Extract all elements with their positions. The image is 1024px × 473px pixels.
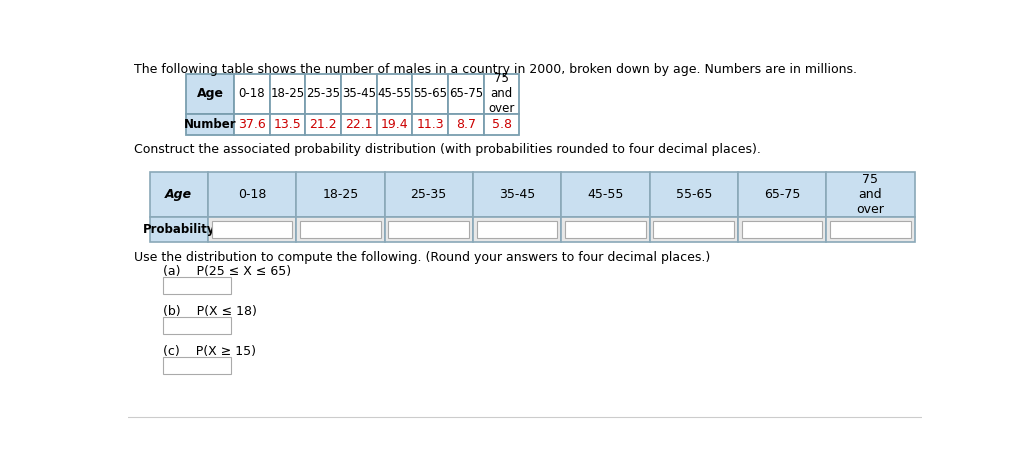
Text: 11.3: 11.3 — [417, 118, 444, 131]
Bar — [449, 74, 483, 114]
Bar — [150, 217, 208, 242]
Bar — [565, 221, 646, 238]
Bar — [150, 172, 208, 217]
Text: 21.2: 21.2 — [309, 118, 337, 131]
Bar — [738, 172, 826, 217]
Text: 25-35: 25-35 — [411, 188, 446, 201]
Bar — [826, 172, 914, 217]
Text: 35-45: 35-45 — [342, 87, 376, 100]
Bar — [473, 172, 561, 217]
Bar — [186, 74, 234, 114]
Bar — [649, 172, 738, 217]
Text: Use the distribution to compute the following. (Round your answers to four decim: Use the distribution to compute the foll… — [134, 251, 711, 264]
Text: 22.1: 22.1 — [345, 118, 373, 131]
Text: (b)    P(X ≤ 18): (b) P(X ≤ 18) — [163, 305, 257, 318]
Text: 75
and
over: 75 and over — [488, 72, 515, 115]
Bar — [377, 114, 413, 135]
Text: 65-75: 65-75 — [449, 87, 483, 100]
Bar — [388, 221, 469, 238]
Bar — [377, 74, 413, 114]
Bar — [212, 221, 292, 238]
Text: Number: Number — [184, 118, 237, 131]
Text: 55-65: 55-65 — [414, 87, 447, 100]
Bar — [163, 277, 231, 294]
Text: Age: Age — [197, 87, 223, 100]
Text: 65-75: 65-75 — [764, 188, 801, 201]
Bar — [186, 114, 234, 135]
Bar — [561, 217, 649, 242]
Bar — [385, 172, 473, 217]
Bar — [234, 114, 270, 135]
Text: 8.7: 8.7 — [456, 118, 476, 131]
Text: Probability: Probability — [142, 223, 215, 236]
Bar — [208, 172, 296, 217]
Text: The following table shows the number of males in a country in 2000, broken down : The following table shows the number of … — [134, 63, 857, 76]
Text: (a)    P(25 ≤ X ≤ 65): (a) P(25 ≤ X ≤ 65) — [163, 265, 291, 278]
Bar — [163, 357, 231, 374]
Text: Age: Age — [165, 188, 193, 201]
Text: 5.8: 5.8 — [492, 118, 512, 131]
Bar — [653, 221, 734, 238]
Text: 18-25: 18-25 — [270, 87, 305, 100]
Bar — [649, 217, 738, 242]
Bar — [163, 317, 231, 334]
Text: 55-65: 55-65 — [676, 188, 712, 201]
Text: 75
and
over: 75 and over — [856, 173, 885, 216]
Bar — [738, 217, 826, 242]
Bar — [561, 172, 649, 217]
Bar — [741, 221, 822, 238]
Bar — [270, 114, 305, 135]
Text: 0-18: 0-18 — [238, 188, 266, 201]
Bar — [830, 221, 910, 238]
Bar — [305, 74, 341, 114]
Bar — [341, 114, 377, 135]
Bar — [270, 74, 305, 114]
Text: 18-25: 18-25 — [323, 188, 358, 201]
Text: Construct the associated probability distribution (with probabilities rounded to: Construct the associated probability dis… — [134, 143, 761, 156]
Bar — [826, 217, 914, 242]
Text: 37.6: 37.6 — [239, 118, 266, 131]
Bar — [413, 74, 449, 114]
Bar — [449, 114, 483, 135]
Text: (c)    P(X ≥ 15): (c) P(X ≥ 15) — [163, 345, 256, 358]
Text: 25-35: 25-35 — [306, 87, 340, 100]
Bar — [296, 172, 385, 217]
Bar — [483, 114, 519, 135]
Bar — [477, 221, 557, 238]
Text: 35-45: 35-45 — [499, 188, 536, 201]
Text: 13.5: 13.5 — [273, 118, 301, 131]
Bar — [296, 217, 385, 242]
Bar — [473, 217, 561, 242]
Text: 0-18: 0-18 — [239, 87, 265, 100]
Bar — [341, 74, 377, 114]
Text: 45-55: 45-55 — [378, 87, 412, 100]
Bar — [305, 114, 341, 135]
Bar — [483, 74, 519, 114]
Text: 19.4: 19.4 — [381, 118, 409, 131]
Bar — [234, 74, 270, 114]
Text: 45-55: 45-55 — [587, 188, 624, 201]
Bar — [385, 217, 473, 242]
Bar — [300, 221, 381, 238]
Bar — [208, 217, 296, 242]
Bar — [413, 114, 449, 135]
